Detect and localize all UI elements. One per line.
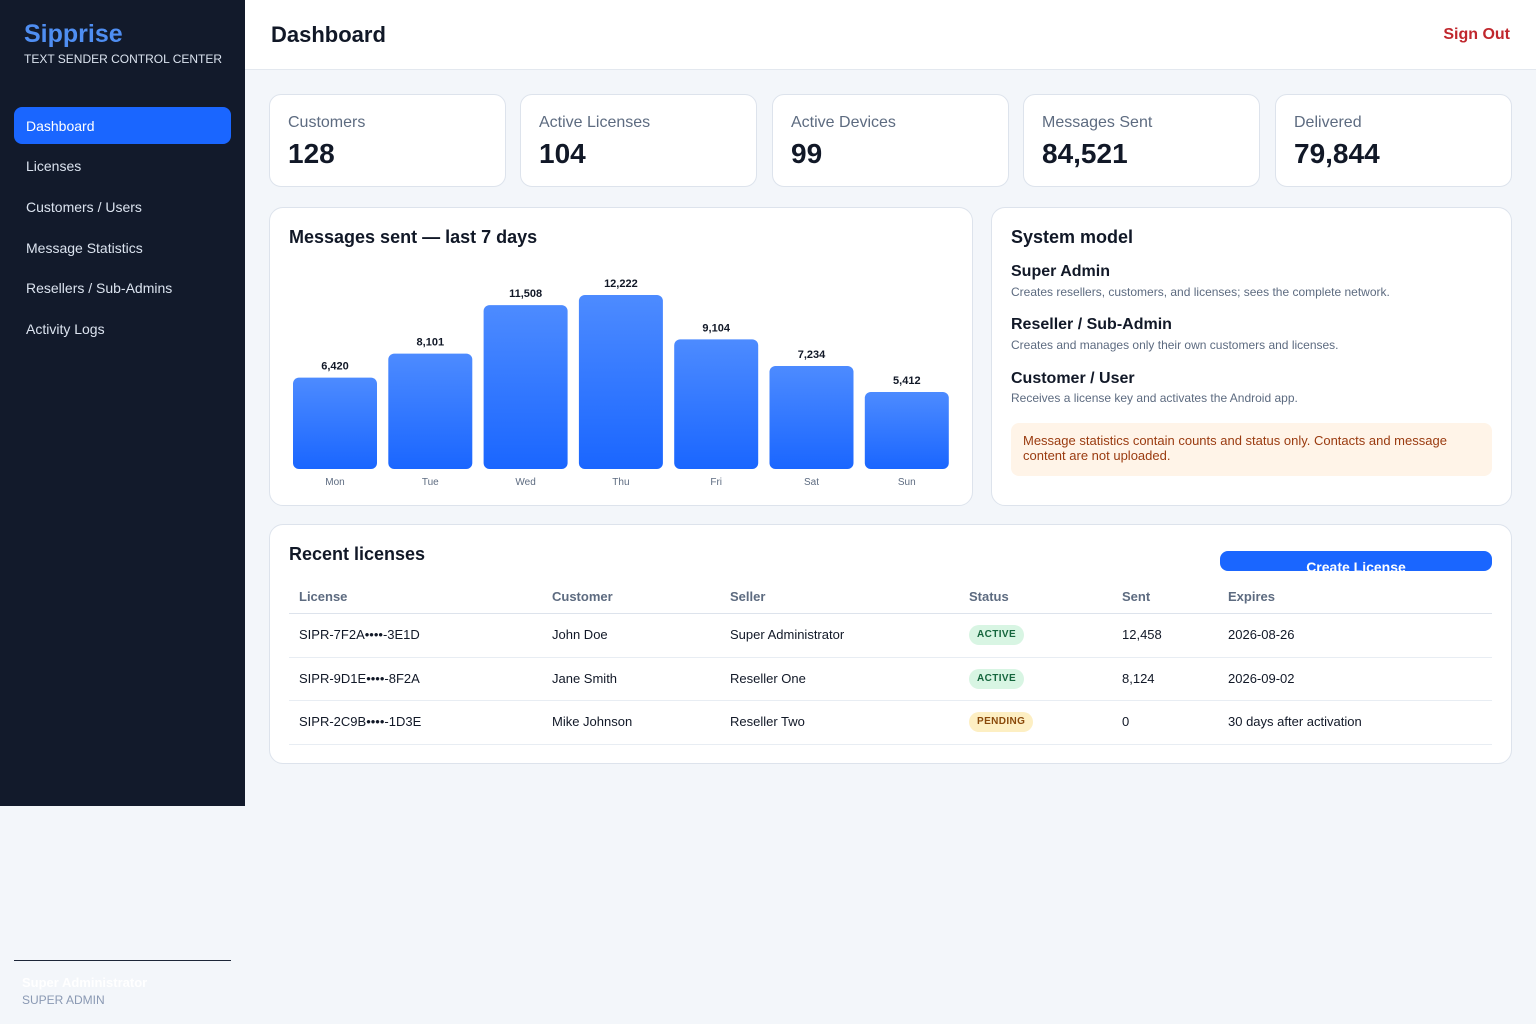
column-header-seller[interactable]: Seller [730,589,766,604]
sidebar-item-licenses[interactable]: Licenses [26,158,82,175]
stat-card-customers: Customers 128 [269,94,506,187]
stat-label: Customers [288,114,366,131]
bar-value-label-thu: 12,222 [604,278,638,290]
table-header: License Customer Seller Status Sent Expi… [289,583,1492,614]
seller-name: Reseller One [730,670,806,686]
messages-chart-panel: Messages sent — last 7 days 6,420 Mon 8,10… [269,207,973,506]
bar-value-label-wed: 11,508 [509,288,542,300]
column-header-license[interactable]: License [299,589,348,604]
expires-date: 2026-08-26 [1228,627,1295,642]
bar-value-label-tue: 8,101 [417,337,445,349]
sidebar: Sipprise TEXT SENDER CONTROL CENTER Dash… [0,0,245,806]
bar-value-label-sat: 7,234 [798,349,826,361]
system-model-panel: System model Super Admin Creates reselle… [991,207,1512,506]
role-title-reseller: Reseller / Sub-Admin [1011,316,1172,333]
sidebar-item-dashboard[interactable]: Dashboard [14,107,231,144]
customer-name: Jane Smith [552,670,618,686]
x-tick-label-mon: Mon [325,477,344,488]
stat-card-active-devices: Active Devices 99 [772,94,1009,187]
bar-thu [578,295,663,469]
privacy-notice: Message statistics contain counts and st… [1011,423,1492,476]
system-model-title: System model [1011,227,1134,247]
bar-mon [293,377,377,469]
table-row[interactable]: SIPR-2C9B••••-1D3E Mike Johnson Reseller… [289,701,1492,745]
brand-logo[interactable]: Sipprise [24,20,123,48]
recent-licenses-panel: Recent licenses Create License License C… [269,524,1512,764]
column-header-expires[interactable]: Expires [1228,589,1275,604]
sidebar-item-message-statistics[interactable]: Message Statistics [26,239,143,256]
header: Dashboard Sign Out [245,0,1536,70]
customer-name: Mike Johnson [552,714,633,729]
stat-value: 84,521 [1042,138,1128,169]
stat-value: 104 [539,138,586,169]
role-title-super-admin: Super Admin [1011,263,1110,280]
license-key: SIPR-2C9B••••-1D3E [299,714,422,729]
bar-sat [769,366,854,469]
expires-date: 2026-09-02 [1228,670,1295,686]
create-license-button[interactable]: Create License [1220,551,1492,571]
table-row[interactable]: SIPR-7F2A••••-3E1D John Doe Super Admini… [289,614,1492,658]
x-tick-label-fri: Fri [710,477,722,488]
seller-name: Super Administrator [730,627,845,642]
column-header-status[interactable]: Status [969,589,1009,604]
page-title: Dashboard [271,22,386,47]
license-key: SIPR-7F2A••••-3E1D [299,627,420,642]
brand-tagline: TEXT SENDER CONTROL CENTER [24,52,223,66]
user-role: SUPER ADMIN [22,993,105,1007]
sign-out-button[interactable]: Sign Out [1443,26,1510,43]
bar-fri [674,339,759,469]
bar-tue [388,353,473,469]
bar-sun [864,391,949,469]
status-badge: ACTIVE [969,625,1025,645]
column-header-sent[interactable]: Sent [1122,589,1151,604]
recent-licenses-title: Recent licenses [289,544,426,564]
sent-count: 8,124 [1122,670,1155,686]
x-tick-label-thu: Thu [612,477,629,488]
stat-value: 99 [791,138,823,169]
x-tick-label-sat: Sat [804,477,819,488]
stat-value: 79,844 [1294,138,1380,169]
sidebar-item-customers-users[interactable]: Customers / Users [26,198,142,215]
stat-card-delivered: Delivered 79,844 [1275,94,1512,187]
stat-card-messages-sent: Messages Sent 84,521 [1023,94,1260,187]
x-tick-label-wed: Wed [515,477,535,488]
chart-title: Messages sent — last 7 days [289,227,538,247]
expires-date: 30 days after activation [1228,714,1362,729]
stat-label: Delivered [1294,114,1362,131]
bar-value-label-fri: 9,104 [702,322,730,334]
license-key: SIPR-9D1E••••-8F2A [299,670,420,686]
current-user: Super Administrator SUPER ADMIN [14,960,231,1007]
stat-label: Messages Sent [1042,114,1153,131]
sidebar-item-activity-logs[interactable]: Activity Logs [26,320,105,337]
role-title-customer: Customer / User [1011,370,1135,387]
customer-name: John Doe [552,627,608,642]
column-header-customer[interactable]: Customer [552,589,613,604]
bar-value-label-mon: 6,420 [321,361,349,373]
status-badge: PENDING [969,712,1034,732]
table-row[interactable]: SIPR-9D1E••••-8F2A Jane Smith Reseller O… [289,658,1492,701]
sidebar-item-resellers-sub-admins[interactable]: Resellers / Sub-Admins [26,280,173,297]
stat-value: 128 [288,138,335,169]
stat-label: Active Licenses [539,114,651,131]
sidebar-nav: Dashboard Licenses Customers / Users Mes… [14,107,231,351]
sent-count: 0 [1122,714,1130,729]
stat-card-active-licenses: Active Licenses 104 [520,94,757,187]
messages-bar-chart: 6,420 Mon 8,101 Tue 11,508 Wed 12,222 Thu 9,104 F… [293,278,949,488]
role-desc-super-admin: Creates resellers, customers, and licens… [1011,285,1390,299]
stat-label: Active Devices [791,114,896,131]
role-desc-reseller: Creates and manages only their own custo… [1011,338,1339,352]
seller-name: Reseller Two [730,714,805,729]
user-name: Super Administrator [22,975,148,990]
sent-count: 12,458 [1122,627,1162,642]
bar-value-label-sun: 5,412 [893,375,921,387]
x-tick-label-sun: Sun [898,477,916,488]
licenses-table: License Customer Seller Status Sent Expi… [289,583,1492,745]
x-tick-label-tue: Tue [422,477,439,488]
bar-wed [483,305,568,469]
role-desc-customer: Receives a license key and activates the… [1011,391,1298,405]
status-badge: ACTIVE [969,668,1025,689]
